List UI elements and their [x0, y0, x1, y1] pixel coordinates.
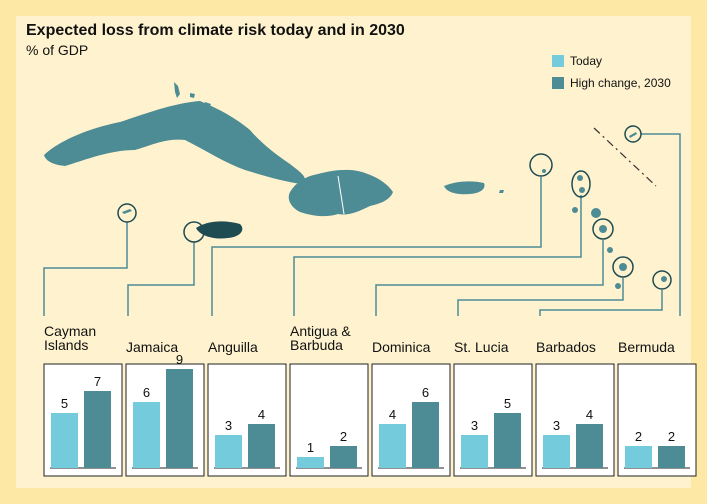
leader-line-antigua [293, 195, 582, 316]
puerto-rico-shape [444, 181, 485, 195]
panel-label: Islands [44, 337, 88, 353]
panel-label: Barbados [536, 339, 596, 355]
panel-label: Bermuda [618, 339, 675, 355]
bar-value-label: 4 [258, 407, 265, 422]
bar-value-label: 9 [176, 352, 183, 367]
caribbean-map [44, 82, 621, 289]
bahamas-shape [174, 82, 180, 98]
bar-value-label: 4 [586, 407, 593, 422]
bar-value-label: 2 [340, 429, 347, 444]
panel-label: Cayman [44, 323, 96, 339]
marker-fill-bermuda [629, 132, 637, 138]
bar-value-label: 5 [504, 396, 511, 411]
marker-antigua [571, 170, 591, 198]
legend-swatch-high [552, 77, 564, 89]
bar [625, 446, 652, 468]
bar [297, 457, 324, 468]
marker-dominica [592, 218, 614, 240]
bar-value-label: 3 [553, 418, 560, 433]
leader-line-dominica [375, 240, 604, 316]
island-markers [117, 125, 672, 290]
panel-label: Antigua & [290, 323, 351, 339]
bar-value-label: 4 [389, 407, 396, 422]
marker-fill-anguilla [542, 169, 546, 173]
bar-value-label: 2 [668, 429, 675, 444]
haiti-border [337, 175, 345, 215]
bahamas-shape-2 [190, 93, 195, 98]
marker-bermuda [624, 125, 642, 143]
marker-fill-antigua [577, 175, 583, 181]
marker-cayman [117, 203, 137, 223]
jamaica-shape [196, 221, 243, 239]
bar [379, 424, 406, 468]
marker-fills [122, 132, 667, 282]
chart-title: Expected loss from climate risk today an… [26, 22, 405, 39]
bar [166, 369, 193, 468]
legend-item-today: Today [552, 50, 671, 72]
leader-line-cayman [43, 222, 128, 316]
bar-value-label: 1 [307, 440, 314, 455]
bar [576, 424, 603, 468]
bahamas-shape-3 [204, 102, 211, 108]
virgin-islands-shape [499, 190, 504, 193]
bar [84, 391, 111, 468]
legend-label-high: High change, 2030 [570, 76, 671, 90]
island-dot [615, 283, 621, 289]
bar [330, 446, 357, 468]
cuba-shape [44, 101, 305, 184]
panel-label: Anguilla [208, 339, 258, 355]
leader-line-barbados [539, 290, 663, 316]
bahamas-shape-4 [217, 118, 222, 122]
marker-fill-antigua-2 [579, 187, 585, 193]
bar [248, 424, 275, 468]
bar [412, 402, 439, 468]
island-dot [591, 208, 601, 218]
bar [51, 413, 78, 468]
bar [658, 446, 685, 468]
bar-value-label: 6 [422, 385, 429, 400]
bar [543, 435, 570, 468]
panel-label: Dominica [372, 339, 431, 355]
bar [133, 402, 160, 468]
panel-label: Barbuda [290, 337, 343, 353]
marker-anguilla [529, 153, 553, 177]
legend-label-today: Today [570, 54, 603, 68]
leader-line-bermuda [641, 133, 681, 316]
legend-item-high: High change, 2030 [552, 72, 671, 94]
leader-lines [43, 133, 681, 316]
bar-value-label: 5 [61, 396, 68, 411]
marker-fill-barbados [661, 276, 667, 282]
bar [494, 413, 521, 468]
marker-fill-dominica [599, 225, 607, 233]
marker-fill-cayman [122, 209, 132, 214]
bar-value-label: 6 [143, 385, 150, 400]
leader-line-jamaica [127, 242, 195, 316]
legend: Today High change, 2030 [552, 50, 671, 94]
leader-line-stlucia [457, 278, 624, 316]
panel-label: Jamaica [126, 339, 178, 355]
chart-subtitle: % of GDP [26, 42, 89, 58]
bar-value-label: 3 [471, 418, 478, 433]
leader-line-anguilla [211, 177, 542, 316]
island-dot [607, 247, 613, 253]
marker-fill-stlucia [619, 263, 627, 271]
marker-jamaica [183, 221, 205, 243]
legend-swatch-today [552, 55, 564, 67]
bar-value-label: 7 [94, 374, 101, 389]
panel-label: St. Lucia [454, 339, 509, 355]
dashed-line [593, 127, 657, 187]
bar [461, 435, 488, 468]
bar-value-label: 3 [225, 418, 232, 433]
bar [215, 435, 242, 468]
island-dot [572, 207, 578, 213]
bar-value-label: 2 [635, 429, 642, 444]
marker-barbados [652, 270, 672, 290]
marker-stlucia [612, 256, 634, 278]
